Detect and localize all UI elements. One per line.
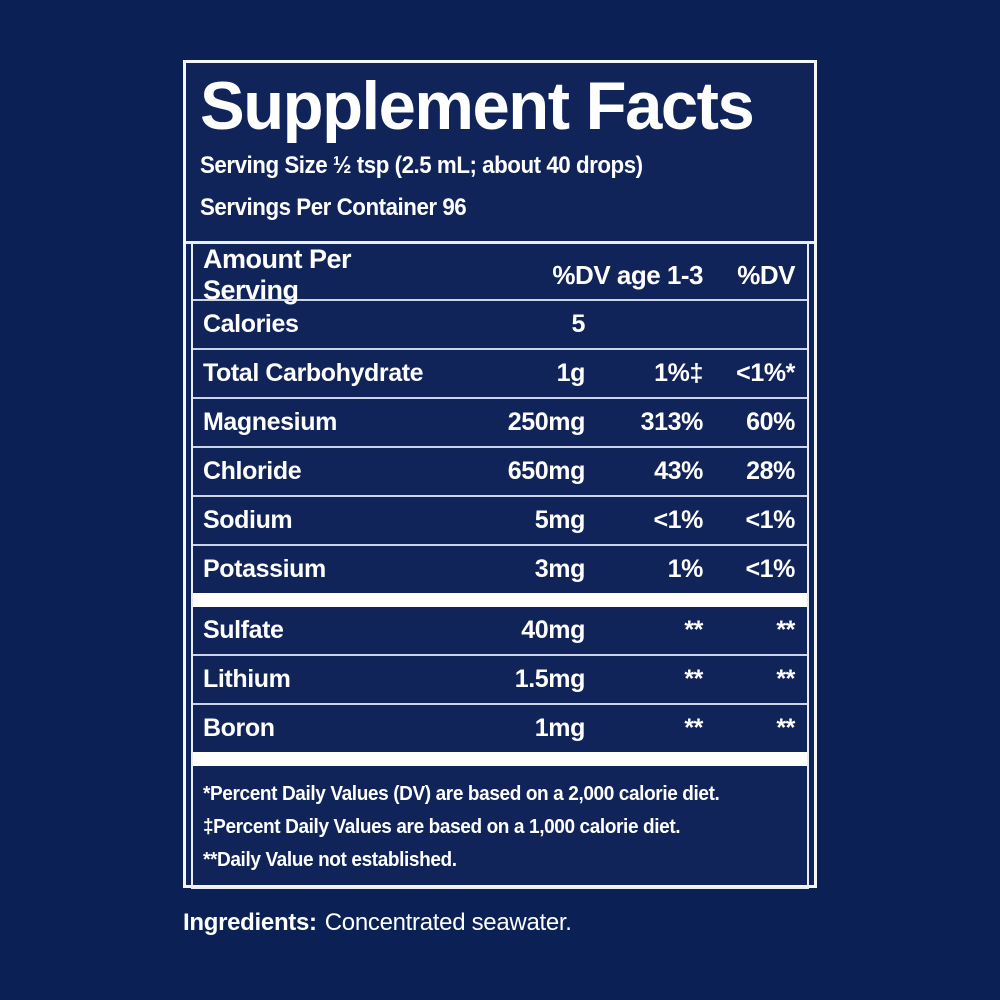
footnote-dv-1000: ‡Percent Daily Values are based on a 1,0… [203,816,681,838]
nutrient-dv-age-1-3: ** [684,665,703,693]
row-separator [193,446,807,448]
nutrient-name: Chloride [203,457,302,485]
nutrient-dv-age-1-3: ** [684,714,703,742]
facts-table: Amount Per Serving %DV age 1-3 %DV Calor… [191,244,809,889]
table-row-chloride: Chloride 650mg 43% 28% [193,448,807,495]
nutrient-dv: ** [776,665,795,693]
nutrient-dv: ** [776,714,795,742]
nutrient-name: Sodium [203,506,293,534]
table-row-magnesium: Magnesium 250mg 313% 60% [193,399,807,446]
nutrient-amount: 5 [571,310,585,338]
nutrient-name: Potassium [203,555,326,583]
panel-title: Supplement Facts [200,68,755,144]
table-row-boron: Boron 1mg ** ** [193,705,807,752]
nutrient-dv: 28% [746,457,795,485]
table-row-lithium: Lithium 1.5mg ** ** [193,656,807,703]
row-separator [193,544,807,546]
ingredients-value: Concentrated seawater. [324,909,572,936]
footnotes: *Percent Daily Values (DV) are based on … [193,766,807,887]
panel-header: Supplement Facts Serving Size ½ tsp (2.5… [186,63,814,241]
table-row-sodium: Sodium 5mg <1% <1% [193,497,807,544]
row-separator [193,348,807,350]
nutrient-amount: 1.5mg [514,665,586,693]
supplement-facts-panel: Supplement Facts Serving Size ½ tsp (2.5… [183,60,817,889]
nutrient-name: Sulfate [203,616,284,644]
header-divider [186,241,814,244]
nutrient-dv-age-1-3: 313% [640,408,704,436]
nutrient-dv: <1% [745,506,795,534]
nutrient-amount: 250mg [507,408,586,436]
nutrient-amount: 40mg [521,616,585,644]
nutrient-dv: <1% [745,555,795,583]
ingredients-line: Ingredients: Concentrated seawater. [183,906,572,940]
nutrient-amount: 1g [556,359,586,387]
nutrient-dv: 60% [746,408,795,436]
footnote-not-established: **Daily Value not established. [203,849,457,871]
thick-divider-bar [193,593,807,607]
table-row-sulfate: Sulfate 40mg ** ** [193,607,807,654]
nutrient-dv-age-1-3: 43% [654,457,703,485]
nutrient-amount: 5mg [534,506,586,534]
row-separator [193,299,807,301]
nutrient-dv-age-1-3: 1%‡ [654,359,703,387]
nutrient-dv-age-1-3: ** [684,616,703,644]
nutrient-amount: 3mg [534,555,586,583]
nutrient-name: Calories [203,310,299,338]
header-amount-per-serving: Amount Per Serving [203,244,352,305]
table-row-potassium: Potassium 3mg 1% <1% [193,546,807,593]
nutrient-name: Lithium [203,665,291,693]
nutrient-name: Total Carbohydrate [203,359,424,387]
row-separator [193,495,807,497]
nutrient-name: Magnesium [203,408,337,436]
nutrient-name: Boron [203,714,275,742]
nutrient-dv: <1%* [736,359,795,387]
header-dv: %DV [737,259,795,290]
row-separator [193,397,807,399]
nutrient-dv: ** [776,616,795,644]
thick-divider-bar [193,752,807,766]
serving-size-text: Serving Size ½ tsp (2.5 mL; about 40 dro… [200,152,643,179]
table-header-row: Amount Per Serving %DV age 1-3 %DV [193,244,807,305]
nutrient-dv-age-1-3: <1% [653,506,703,534]
ingredients-label: Ingredients: [183,909,317,936]
nutrient-dv-age-1-3: 1% [667,555,704,583]
nutrient-amount: 1mg [534,714,586,742]
footnote-dv-2000: *Percent Daily Values (DV) are based on … [203,783,720,805]
row-separator [193,703,807,705]
row-separator [193,654,807,656]
header-dv-age-1-3: %DV age 1-3 [552,259,703,290]
table-row-calories: Calories 5 [193,301,807,348]
nutrient-amount: 650mg [507,457,586,485]
servings-per-container-text: Servings Per Container 96 [200,194,467,221]
table-row-total-carbohydrate: Total Carbohydrate 1g 1%‡ <1%* [193,350,807,397]
